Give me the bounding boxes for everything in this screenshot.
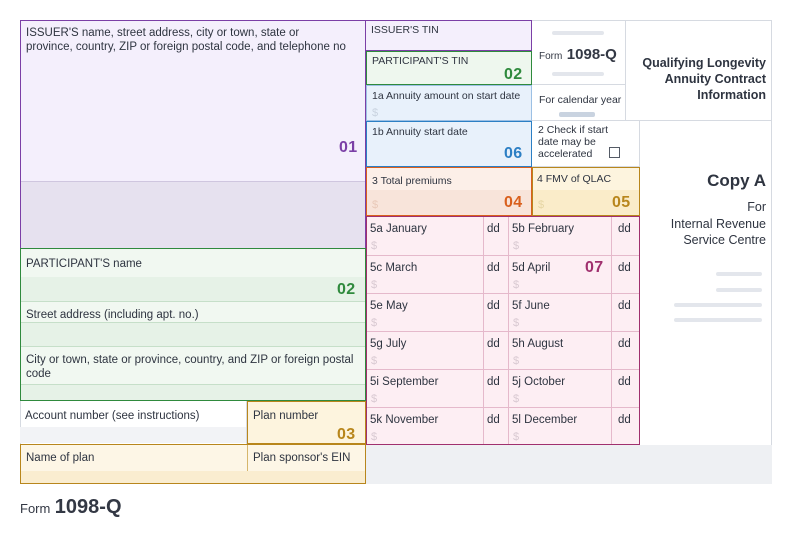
month-row: 5g July dd $5h August dd $ xyxy=(367,331,639,369)
month-left-label[interactable]: 5e May xyxy=(370,300,408,312)
plan-number-code: 03 xyxy=(337,426,356,443)
month-row: 5c March dd $5d April dd $ xyxy=(367,255,639,293)
month-right-label[interactable]: 5f June xyxy=(512,300,550,312)
form-id: Form 1098-Q xyxy=(539,46,617,63)
month-left-dd: dd xyxy=(487,300,500,312)
copy-area: Copy A For Internal Revenue Service Cent… xyxy=(640,121,772,445)
month-right-label[interactable]: 5h August xyxy=(512,338,564,350)
bottom-band xyxy=(366,445,772,484)
issuer-tin-label: ISSUER'S TIN xyxy=(371,24,439,36)
issuer-code: 01 xyxy=(339,139,358,156)
box-1a[interactable]: 1a Annuity amount on start date $ xyxy=(366,85,532,121)
month-row: 5i September dd $5j October dd $ xyxy=(367,369,639,407)
copy-recipient: Internal Revenue Service Centre xyxy=(670,217,766,247)
month-right-dollar: $ xyxy=(513,317,520,329)
calendar-year-label: For calendar year xyxy=(539,94,622,106)
box-1b-label: 1b Annuity start date xyxy=(372,126,468,138)
box-3-dollar: $ xyxy=(372,199,379,211)
issuer-tin-box[interactable]: ISSUER'S TIN xyxy=(366,20,532,51)
participant-city-label[interactable]: City or town, state or province, country… xyxy=(26,354,354,380)
month-left-dd: dd xyxy=(487,414,500,426)
month-right-dd: dd xyxy=(618,338,631,350)
box-1b[interactable]: 1b Annuity start date 06 xyxy=(366,121,532,167)
box-1a-label: 1a Annuity amount on start date xyxy=(372,90,521,102)
month-right-dollar: $ xyxy=(513,355,520,367)
month-left-label[interactable]: 5c March xyxy=(370,262,418,274)
participant-tin-label: PARTICIPANT'S TIN xyxy=(372,55,469,67)
month-right-dd: dd xyxy=(618,414,631,426)
footer-form-id: Form 1098-Q xyxy=(20,496,122,518)
month-right-dollar: $ xyxy=(513,431,520,443)
participant-block: PARTICIPANT'S name 02 Street address (in… xyxy=(20,248,366,401)
box-4[interactable]: 4 FMV of QLAC $ 05 xyxy=(532,167,640,216)
month-right-label[interactable]: 5j October xyxy=(512,376,566,388)
month-right-dollar: $ xyxy=(513,279,520,291)
month-left-dollar: $ xyxy=(371,240,378,252)
copy-title: Copy A xyxy=(707,171,766,190)
issuer-box[interactable]: ISSUER'S name, street address, city or t… xyxy=(20,20,366,248)
monthly-grid: 5a January dd $5b February dd $5c March dd $5d… xyxy=(366,216,640,445)
month-left-label[interactable]: 5g July xyxy=(370,338,407,350)
form-id-box: Form 1098-Q xyxy=(532,20,626,85)
box-4-label: 4 FMV of QLAC xyxy=(537,173,612,185)
box-4-code: 05 xyxy=(612,194,631,211)
box-1a-dollar: $ xyxy=(372,107,379,119)
month-left-dd: dd xyxy=(487,376,500,388)
month-left-label[interactable]: 5a January xyxy=(370,223,427,235)
plan-name-label: Name of plan xyxy=(26,452,95,464)
participant-name-label: PARTICIPANT'S name xyxy=(26,258,142,270)
sponsor-ein-label: Plan sponsor's EIN xyxy=(253,452,351,464)
participant-name-code: 02 xyxy=(337,281,356,298)
month-right-label[interactable]: 5l December xyxy=(512,414,578,426)
copy-for: For xyxy=(747,200,766,214)
month-row: 5k November dd $5l December dd $ xyxy=(367,407,639,445)
month-right-dollar: $ xyxy=(513,393,520,405)
box-2: 2 Check if start date may be accelerated xyxy=(532,121,640,167)
accelerate-checkbox[interactable] xyxy=(609,147,620,158)
month-right-dollar: $ xyxy=(513,240,520,252)
box-3-code: 04 xyxy=(504,194,523,211)
month-right-dd: dd xyxy=(618,376,631,388)
form-title-box: Qualifying Longevity Annuity Contract In… xyxy=(626,20,772,121)
box-2-label: 2 Check if start date may be accelerated xyxy=(538,124,609,160)
account-number-label: Account number (see instructions) xyxy=(25,410,200,422)
calendar-year-box[interactable]: For calendar year xyxy=(532,85,626,121)
box-3[interactable]: 3 Total premiums $ 04 xyxy=(366,167,532,216)
box-1b-code: 06 xyxy=(504,145,523,162)
month-right-dd: dd xyxy=(618,223,631,235)
plan-number-box[interactable]: Plan number 03 xyxy=(247,401,366,444)
form-title: Qualifying Longevity Annuity Contract In… xyxy=(642,56,766,102)
plan-number-label: Plan number xyxy=(253,410,319,422)
month-left-dollar: $ xyxy=(371,279,378,291)
month-left-label[interactable]: 5k November xyxy=(370,414,439,426)
month-right-label[interactable]: 5d April xyxy=(512,262,551,274)
month-left-dd: dd xyxy=(487,262,500,274)
month-left-dollar: $ xyxy=(371,317,378,329)
participant-street-label[interactable]: Street address (including apt. no.) xyxy=(26,309,199,321)
month-left-dollar: $ xyxy=(371,355,378,367)
issuer-label: ISSUER'S name, street address, city or t… xyxy=(26,27,346,53)
month-row: 5e May dd $5f June dd $ xyxy=(367,293,639,331)
month-row: 5a January dd $5b February dd $ xyxy=(367,217,639,255)
monthly-code: 07 xyxy=(585,259,604,276)
month-left-label[interactable]: 5i September xyxy=(370,376,439,388)
participant-tin-box[interactable]: PARTICIPANT'S TIN 02 xyxy=(366,51,532,85)
month-right-dd: dd xyxy=(618,262,631,274)
participant-tin-code: 02 xyxy=(504,66,523,83)
plan-name-box[interactable]: Name of plan Plan sponsor's EIN xyxy=(20,444,366,484)
account-number-box[interactable]: Account number (see instructions) xyxy=(20,401,247,444)
month-right-dd: dd xyxy=(618,300,631,312)
month-left-dd: dd xyxy=(487,338,500,350)
box-3-label: 3 Total premiums xyxy=(372,175,452,187)
month-left-dollar: $ xyxy=(371,431,378,443)
month-left-dollar: $ xyxy=(371,393,378,405)
box-4-dollar: $ xyxy=(538,199,545,211)
month-right-label[interactable]: 5b February xyxy=(512,223,575,235)
month-left-dd: dd xyxy=(487,223,500,235)
